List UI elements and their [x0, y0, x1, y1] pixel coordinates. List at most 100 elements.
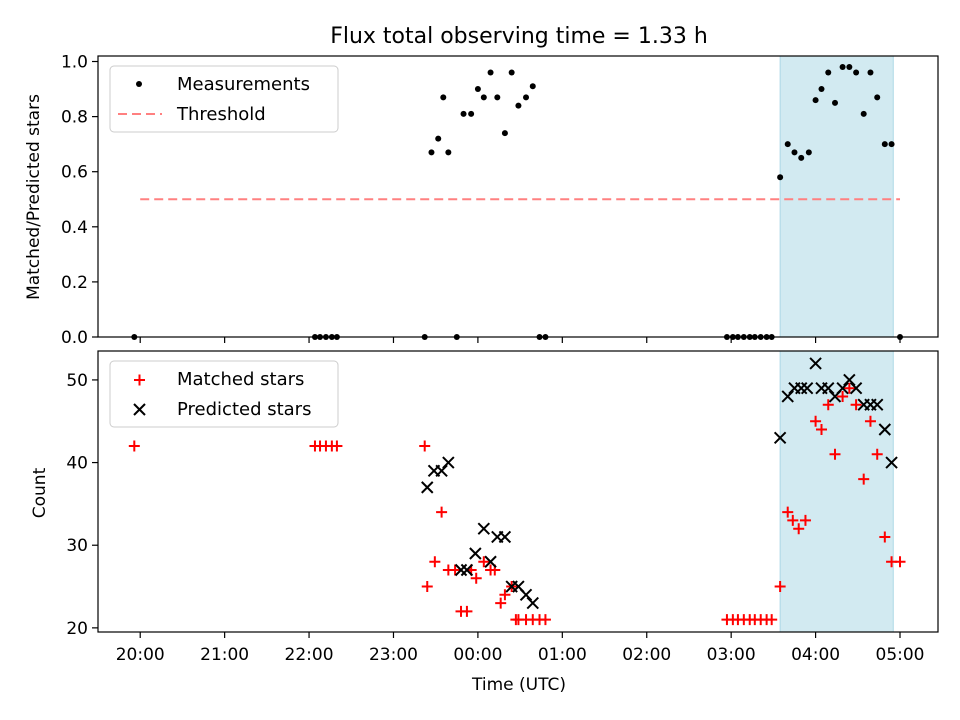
predicted-stars-points [421, 357, 898, 610]
measurement-point [874, 94, 881, 101]
legend-matched-marker [134, 374, 145, 386]
measurement-point [860, 110, 867, 117]
matched-star-point [894, 556, 906, 568]
predicted-star-point [822, 381, 835, 395]
x-tick-label: 20:00 [116, 645, 165, 665]
matched-star-point [495, 597, 507, 609]
bottom-axes-frame [97, 350, 939, 633]
predicted-star-point [454, 563, 468, 577]
predicted-star-point [795, 381, 808, 395]
predicted-star-point [519, 588, 533, 602]
matched-star-point [766, 614, 778, 626]
predicted-star-point [460, 563, 474, 577]
x-tick-label: 23:00 [369, 645, 418, 665]
legend-measurements-marker [136, 81, 142, 87]
matched-star-point [128, 440, 140, 452]
matched-star-point [787, 514, 799, 526]
matched-star-point [858, 473, 870, 485]
matched-star-point [539, 614, 551, 626]
matched-star-point [843, 382, 855, 394]
chart-title: Flux total observing time = 1.33 h [330, 24, 708, 49]
matched-star-point [815, 424, 827, 436]
bottom-y-tick-label: 50 [66, 371, 88, 391]
measurement-point [468, 110, 475, 117]
measurement-point [791, 149, 798, 156]
matched-stars-points [128, 382, 906, 626]
measurement-point [784, 141, 791, 148]
matched-star-point [429, 556, 441, 568]
matched-star-point [850, 399, 862, 411]
bottom-x-ticks: 20:00 21:00 22:00 23:00 00:00 01:00 02:00 03:00… [116, 632, 925, 665]
measurement-point [474, 86, 481, 93]
predicted-star-point [477, 522, 491, 535]
matched-star-point [782, 506, 794, 518]
matched-star-point [449, 564, 461, 576]
measurement-point [777, 174, 784, 181]
measurement-point [839, 64, 846, 71]
bottom-y-tick-label: 20 [66, 619, 88, 639]
bottom-y-ticks: 20 30 40 50 [66, 371, 98, 639]
measurement-point [832, 99, 839, 106]
measurement-point [515, 102, 522, 109]
measurement-point [523, 94, 530, 101]
matched-star-point [470, 572, 482, 584]
measurement-point [812, 97, 819, 104]
top-panel: 0.0 0.2 0.4 0.6 0.8 1.0 Measurements Threshol… [61, 53, 939, 348]
predicted-star-point [885, 456, 898, 469]
measurement-point [529, 83, 536, 90]
top-y-tick-label: 0.0 [61, 328, 88, 348]
top-y-tick-label: 0.6 [61, 163, 88, 183]
bottom-legend: Matched stars Predicted stars [109, 360, 339, 428]
bottom-y-tick-label: 30 [66, 536, 88, 556]
bottom-y-tick-label: 40 [66, 454, 88, 474]
matched-star-point [331, 440, 343, 452]
measurement-point [445, 149, 452, 156]
measurement-point [487, 69, 494, 76]
measurement-point [881, 141, 888, 148]
predicted-star-point [469, 547, 482, 560]
top-y-tick-label: 0.4 [61, 218, 88, 238]
measurement-point [825, 69, 832, 76]
measurement-point [435, 135, 442, 142]
predicted-star-point [526, 596, 539, 610]
matched-star-point [461, 605, 473, 617]
predicted-star-point [498, 530, 512, 544]
matched-star-point [421, 581, 433, 593]
top-y-tick-label: 0.8 [61, 108, 88, 128]
top-y-axis-label: Matched/Predicted stars [24, 94, 44, 300]
bottom-y-axis-label: Count [30, 467, 50, 518]
bottom-panel: 20 30 40 50 20:00 21:00 22:00 23:00 00:00 01:00 0… [66, 350, 939, 665]
predicted-star-point [484, 555, 497, 568]
matched-star-point [478, 556, 490, 568]
matched-star-point [799, 514, 811, 526]
measurement-point [818, 86, 825, 93]
measurement-point [460, 110, 467, 117]
measurement-point [888, 141, 895, 148]
top-y-ticks: 0.0 0.2 0.4 0.6 0.8 1.0 [61, 53, 98, 348]
predicted-star-point [809, 357, 822, 370]
x-axis-label: Time (UTC) [471, 675, 566, 695]
predicted-star-point [773, 431, 787, 444]
measurement-point [494, 94, 501, 101]
matched-star-point [822, 399, 834, 411]
predicted-star-point [836, 381, 849, 395]
measurement-point [846, 64, 853, 71]
x-tick-label: 02:00 [622, 645, 671, 665]
matched-star-point [879, 531, 891, 543]
predicted-star-point [421, 481, 434, 494]
matched-star-point [419, 440, 431, 452]
top-y-tick-label: 0.2 [61, 273, 88, 293]
measurement-point [508, 69, 515, 76]
predicted-star-point [800, 381, 814, 395]
legend-matched-label: Matched stars [177, 369, 304, 390]
measurement-point [798, 154, 805, 161]
top-y-tick-label: 1.0 [61, 53, 88, 73]
matched-star-point [499, 589, 511, 601]
measurement-point [853, 69, 860, 76]
predicted-star-point [843, 373, 856, 387]
matched-star-point [871, 448, 883, 460]
x-tick-label: 04:00 [791, 645, 840, 665]
matched-star-point [793, 523, 805, 535]
top-x-ticks [139, 337, 901, 343]
